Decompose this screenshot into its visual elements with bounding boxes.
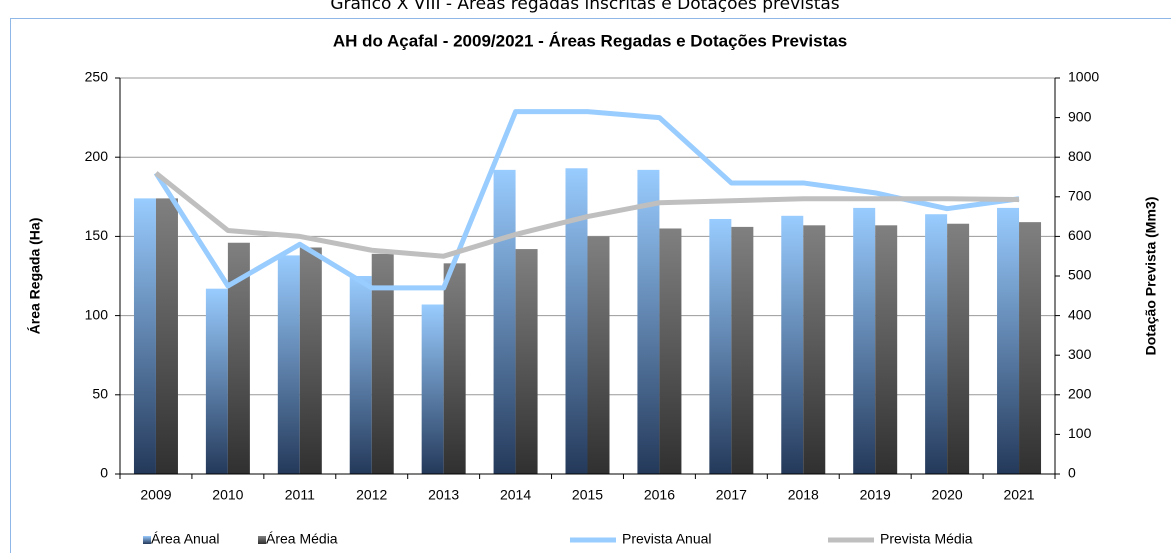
y2-tick-label: 100 bbox=[1068, 425, 1092, 441]
chart-border bbox=[10, 18, 1171, 553]
bar bbox=[349, 276, 372, 474]
bar bbox=[299, 247, 322, 474]
x-tick-label: 2012 bbox=[356, 487, 387, 503]
bar bbox=[659, 228, 682, 474]
bar bbox=[947, 223, 970, 474]
legend-label: Área Anual bbox=[151, 531, 220, 547]
legend-label: Prevista Média bbox=[880, 531, 973, 547]
x-tick-label: 2018 bbox=[788, 487, 819, 503]
bar bbox=[133, 198, 156, 474]
x-tick-label: 2013 bbox=[428, 487, 459, 503]
bar bbox=[565, 168, 588, 474]
line bbox=[153, 109, 1020, 291]
y-tick-label: 250 bbox=[85, 69, 109, 85]
x-tick-label: 2017 bbox=[716, 487, 747, 503]
x-tick-label: 2020 bbox=[932, 487, 963, 503]
x-tick-label: 2015 bbox=[572, 487, 603, 503]
bar bbox=[515, 249, 538, 474]
bar bbox=[853, 207, 876, 474]
y2-tick-label: 400 bbox=[1068, 306, 1092, 322]
y-tick-label: 150 bbox=[85, 227, 109, 243]
y-tick-label: 100 bbox=[85, 306, 109, 322]
y2-tick-label: 200 bbox=[1068, 386, 1092, 402]
caption: Gráfico X VIII - Áreas regadas inscritas… bbox=[330, 0, 839, 14]
y-tick-label: 50 bbox=[92, 386, 108, 402]
line bbox=[154, 171, 1020, 259]
legend-swatch bbox=[143, 536, 151, 544]
x-tick-label: 2009 bbox=[140, 487, 171, 503]
y-axis-label: Área Regada (Ha) bbox=[27, 218, 43, 335]
y2-tick-label: 1000 bbox=[1068, 69, 1099, 85]
x-tick-label: 2014 bbox=[500, 487, 531, 503]
bar bbox=[587, 236, 610, 474]
x-tick-label: 2011 bbox=[285, 487, 315, 503]
bar bbox=[997, 207, 1020, 474]
legend-label: Área Média bbox=[266, 531, 338, 547]
y2-tick-label: 0 bbox=[1068, 465, 1076, 481]
y-tick-label: 200 bbox=[85, 148, 109, 164]
x-tick-label: 2021 bbox=[1003, 487, 1034, 503]
bar bbox=[443, 263, 466, 474]
y-tick-label: 0 bbox=[100, 465, 108, 481]
bar bbox=[637, 169, 660, 474]
bar bbox=[205, 288, 228, 474]
y2-tick-label: 300 bbox=[1068, 346, 1092, 362]
bar bbox=[803, 225, 826, 474]
bar bbox=[371, 253, 394, 474]
bar bbox=[781, 215, 804, 475]
legend-label: Prevista Anual bbox=[622, 531, 712, 547]
y2-axis-label: Dotação Prevista (Mm3) bbox=[1143, 197, 1159, 356]
bar bbox=[709, 218, 732, 474]
bar bbox=[1019, 222, 1042, 474]
bar bbox=[731, 226, 754, 474]
bar bbox=[875, 225, 898, 474]
bar bbox=[155, 198, 178, 474]
bar bbox=[925, 214, 948, 474]
x-tick-label: 2010 bbox=[212, 487, 243, 503]
legend-swatch bbox=[258, 536, 266, 544]
bar bbox=[227, 242, 250, 474]
x-tick-label: 2019 bbox=[860, 487, 891, 503]
bar bbox=[421, 304, 444, 474]
y2-tick-label: 500 bbox=[1068, 267, 1092, 283]
chart-title: AH do Açafal - 2009/2021 - Áreas Regadas… bbox=[333, 31, 847, 50]
bar bbox=[277, 255, 300, 474]
y2-tick-label: 700 bbox=[1068, 188, 1092, 204]
bar bbox=[493, 169, 516, 474]
y2-tick-label: 600 bbox=[1068, 227, 1092, 243]
y2-tick-label: 800 bbox=[1068, 148, 1092, 164]
y2-tick-label: 900 bbox=[1068, 108, 1092, 124]
x-tick-label: 2016 bbox=[644, 487, 675, 503]
